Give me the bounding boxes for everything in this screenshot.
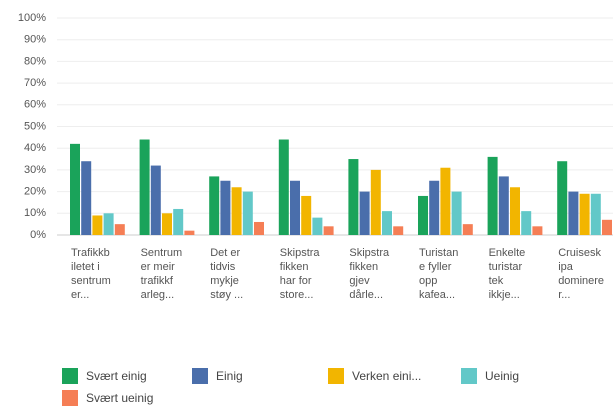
bar (81, 161, 92, 235)
legend-label: Svært einig (86, 369, 147, 383)
bar (568, 191, 579, 235)
bar (139, 139, 150, 235)
bar (532, 226, 543, 235)
x-tick-label: Enkelte turistar tek ikkje... (488, 247, 526, 301)
bar (220, 180, 231, 235)
bar (440, 167, 451, 235)
bar (114, 224, 125, 235)
y-tick-label: 0% (30, 229, 46, 241)
x-tick-label: Trafikkb iletet i sentrum er... (71, 247, 111, 301)
y-tick-label: 70% (24, 77, 46, 89)
bar (231, 187, 242, 235)
legend-item: Svært ueinig (62, 390, 153, 406)
x-tick-label: Cruisesk ipa dominere r... (558, 247, 605, 301)
bar (429, 180, 440, 235)
bar (462, 224, 473, 235)
bar (162, 213, 172, 235)
bar (103, 213, 114, 235)
bar (278, 139, 289, 235)
bar (370, 169, 381, 235)
x-tick-label: Det er tidvis mykje støy ... (210, 247, 244, 301)
bar (498, 176, 509, 235)
bar (521, 211, 532, 235)
legend-item: Verken eini... (328, 368, 421, 384)
x-tick-label: Turistan e fyller opp kafea... (419, 247, 459, 301)
bar (418, 195, 428, 235)
bar (323, 226, 334, 235)
y-tick-label: 80% (24, 55, 46, 67)
x-tick-label: Sentrum er meir trafikkf arleg... (140, 247, 183, 301)
legend-label: Einig (216, 369, 243, 383)
x-tick-label: Skipstra fikken har for store... (279, 247, 320, 301)
bar (451, 191, 462, 235)
y-tick-label: 60% (24, 99, 46, 111)
y-tick-label: 50% (24, 120, 46, 132)
legend-swatch (461, 368, 477, 384)
legend-item: Ueinig (461, 368, 519, 384)
legend-label: Svært ueinig (86, 391, 154, 405)
bar (173, 208, 184, 235)
bar (359, 191, 370, 235)
bar (348, 159, 359, 235)
bar (301, 195, 312, 235)
bar (510, 187, 520, 235)
bar (393, 226, 404, 235)
bar (312, 217, 323, 235)
bar (487, 156, 498, 235)
bar (242, 191, 253, 235)
bar (579, 193, 590, 235)
legend-item: Einig (192, 368, 243, 384)
bar (602, 219, 612, 235)
legend-swatch (328, 368, 344, 384)
y-tick-label: 30% (24, 164, 46, 176)
bar (254, 221, 264, 235)
bar (184, 230, 195, 235)
bar (590, 193, 601, 235)
bar (209, 176, 220, 235)
bar (382, 211, 392, 235)
legend-label: Ueinig (485, 369, 520, 383)
legend-swatch (192, 368, 208, 384)
y-tick-label: 40% (24, 142, 46, 154)
y-tick-label: 10% (24, 207, 46, 219)
legend-swatch (62, 368, 78, 384)
legend-label: Verken eini... (352, 369, 422, 383)
bar (290, 180, 300, 235)
bar (70, 143, 80, 235)
y-tick-label: 20% (24, 186, 46, 198)
bar (92, 215, 103, 235)
legend-item: Svært einig (62, 368, 147, 384)
bar (557, 161, 568, 235)
y-tick-label: 100% (18, 12, 46, 24)
bar (150, 165, 161, 235)
x-tick-label: Skipstra fikken gjev dårle... (349, 247, 390, 301)
legend-swatch (62, 390, 78, 406)
y-tick-label: 90% (24, 34, 46, 46)
